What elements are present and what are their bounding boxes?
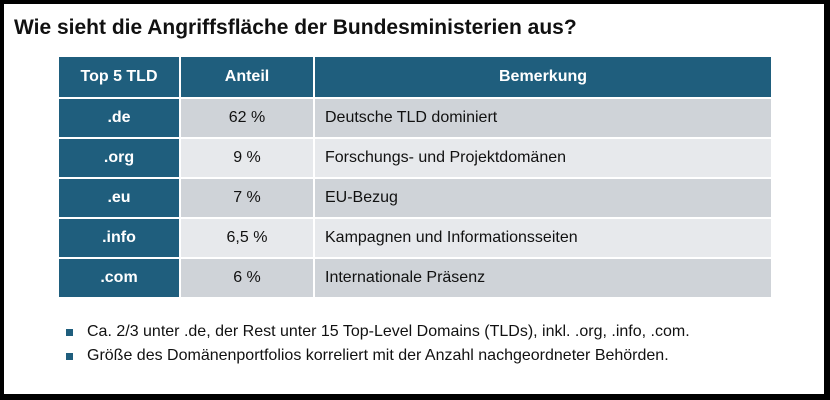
tld-cell: .eu — [59, 179, 179, 219]
remark-cell: EU-Bezug — [313, 179, 771, 219]
table-row: .org 9 % Forschungs- und Projektdomänen — [59, 139, 771, 179]
share-cell: 62 % — [179, 99, 313, 139]
tld-cell: .de — [59, 99, 179, 139]
share-cell: 6 % — [179, 259, 313, 297]
remark-cell: Forschungs- und Projektdomänen — [313, 139, 771, 179]
table-row: .info 6,5 % Kampagnen und Informationsse… — [59, 219, 771, 259]
remark-cell: Internationale Präsenz — [313, 259, 771, 297]
share-cell: 9 % — [179, 139, 313, 179]
header-share: Anteil — [179, 57, 313, 99]
remark-cell: Deutsche TLD dominiert — [313, 99, 771, 139]
slide: Wie sieht die Angriffsfläche der Bundesm… — [4, 4, 824, 394]
square-bullet-icon — [66, 328, 73, 336]
square-bullet-icon — [66, 352, 73, 360]
header-tld: Top 5 TLD — [59, 57, 179, 99]
list-item: Ca. 2/3 unter .de, der Rest unter 15 Top… — [66, 320, 690, 344]
list-item: Größe des Domänenportfolios korreliert m… — [66, 344, 690, 368]
slide-title: Wie sieht die Angriffsfläche der Bundesm… — [14, 16, 577, 39]
tld-cell: .com — [59, 259, 179, 297]
table-row: .eu 7 % EU-Bezug — [59, 179, 771, 219]
tld-table: Top 5 TLD Anteil Bemerkung .de 62 % Deut… — [59, 57, 771, 297]
bullet-text: Größe des Domänenportfolios korreliert m… — [87, 347, 669, 364]
tld-cell: .info — [59, 219, 179, 259]
tld-cell: .org — [59, 139, 179, 179]
table-row: .de 62 % Deutsche TLD dominiert — [59, 99, 771, 139]
header-remark: Bemerkung — [313, 57, 771, 99]
table-row: .com 6 % Internationale Präsenz — [59, 259, 771, 297]
share-cell: 6,5 % — [179, 219, 313, 259]
share-cell: 7 % — [179, 179, 313, 219]
bullet-text: Ca. 2/3 unter .de, der Rest unter 15 Top… — [87, 323, 690, 340]
bullet-list: Ca. 2/3 unter .de, der Rest unter 15 Top… — [66, 320, 690, 368]
table-header-row: Top 5 TLD Anteil Bemerkung — [59, 57, 771, 99]
remark-cell: Kampagnen und Informationsseiten — [313, 219, 771, 259]
